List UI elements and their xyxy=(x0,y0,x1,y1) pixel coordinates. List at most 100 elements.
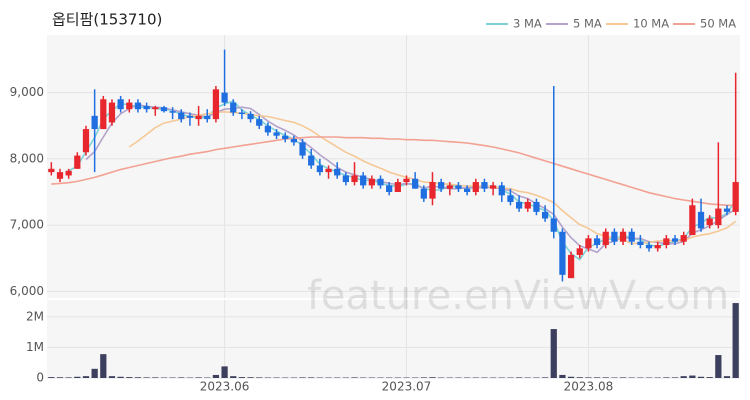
candle-body xyxy=(212,89,220,120)
volume-tick-label: 2M xyxy=(26,309,44,323)
candle-body xyxy=(134,102,142,110)
x-tick-label: 2023.08 xyxy=(564,380,614,394)
candle-body xyxy=(247,113,254,120)
candle-body xyxy=(360,175,367,186)
volume-bar xyxy=(212,374,220,378)
candle-body xyxy=(316,165,323,173)
volume-bar xyxy=(178,377,185,378)
candle-body xyxy=(429,182,436,199)
candle-body xyxy=(723,208,731,212)
candle-body xyxy=(689,205,696,236)
candle-body xyxy=(238,112,246,115)
candle-body xyxy=(325,168,332,173)
candle-body xyxy=(654,245,661,249)
candle-body xyxy=(204,115,211,120)
candle-body xyxy=(82,129,90,153)
volume-bar xyxy=(195,377,202,378)
candle-body xyxy=(342,175,349,183)
legend-label: 50 MA xyxy=(700,17,736,31)
volume-bar xyxy=(221,366,228,378)
candle-body xyxy=(117,99,124,110)
legend-label: 5 MA xyxy=(573,17,602,31)
y-tick-label: 8,000 xyxy=(10,151,44,165)
candle-body xyxy=(602,231,609,246)
candle-body xyxy=(195,115,202,120)
candle-body xyxy=(74,155,81,169)
candle-body xyxy=(715,208,722,226)
volume-pane xyxy=(47,300,740,378)
candle-body xyxy=(533,201,540,212)
candle-body xyxy=(126,102,133,110)
volume-bar xyxy=(559,374,566,378)
candle-body xyxy=(706,218,713,226)
candle-body xyxy=(368,178,375,186)
candle-body xyxy=(351,175,358,183)
candle-body xyxy=(65,170,72,176)
candle-body xyxy=(550,218,557,232)
candle-body xyxy=(671,238,679,242)
candle-body xyxy=(178,112,185,120)
y-tick-label: 7,000 xyxy=(10,218,44,232)
volume-bar xyxy=(541,377,549,378)
volume-bar xyxy=(126,377,133,378)
candle-body xyxy=(619,231,627,242)
candle-body xyxy=(464,188,471,193)
volume-tick-label: 1M xyxy=(26,340,44,354)
volume-bar xyxy=(585,377,592,378)
volume-bar xyxy=(230,376,237,378)
candle-body xyxy=(507,195,514,202)
volume-bar xyxy=(697,376,705,378)
candle-body xyxy=(91,115,98,130)
chart-title: 옵티팜(153710) xyxy=(52,11,162,29)
candle-body xyxy=(663,238,670,246)
volume-bar xyxy=(619,377,627,378)
candle-body xyxy=(48,168,55,173)
candle-body xyxy=(567,254,575,279)
legend-label: 3 MA xyxy=(513,17,542,31)
candle-body xyxy=(541,211,549,219)
candle-body xyxy=(559,231,566,275)
price-pane xyxy=(47,35,740,298)
x-tick-label: 2023.06 xyxy=(200,380,250,394)
candle-body xyxy=(108,102,116,123)
volume-bar xyxy=(134,377,142,378)
candle-body xyxy=(273,132,280,136)
candle-body xyxy=(637,241,644,246)
candle-body xyxy=(334,168,341,176)
candle-body xyxy=(386,185,393,193)
candle-body xyxy=(160,107,168,112)
candle-body xyxy=(377,178,384,186)
candle-body xyxy=(611,231,618,242)
candle-body xyxy=(628,231,635,242)
volume-bar xyxy=(82,376,90,378)
y-tick-label: 9,000 xyxy=(10,85,44,99)
candle-body xyxy=(481,182,488,189)
candle-body xyxy=(732,182,739,212)
volume-bar xyxy=(732,303,739,378)
volume-bar xyxy=(593,377,601,378)
volume-bar xyxy=(706,377,713,378)
volume-bar xyxy=(680,376,687,378)
volume-bar xyxy=(152,377,159,378)
volume-bar xyxy=(576,377,583,378)
candle-body xyxy=(264,125,272,133)
candle-body xyxy=(446,185,453,189)
volume-bar xyxy=(567,376,575,378)
watermark: feature.enViewV.com xyxy=(307,273,729,319)
y-tick-label: 6,000 xyxy=(10,284,44,298)
volume-bar xyxy=(515,377,523,378)
volume-bar xyxy=(429,377,436,378)
candle-body xyxy=(498,185,505,196)
x-tick-label: 2023.07 xyxy=(382,380,432,394)
volume-bar xyxy=(100,354,107,378)
ma-line xyxy=(85,103,737,254)
volume-bar xyxy=(723,376,731,378)
candle-body xyxy=(680,235,687,242)
candle-body xyxy=(645,245,653,249)
candle-body xyxy=(299,142,306,156)
volume-bar xyxy=(420,377,427,378)
candle-body xyxy=(524,201,531,209)
candle-body xyxy=(230,102,237,113)
candle-body xyxy=(256,119,263,126)
